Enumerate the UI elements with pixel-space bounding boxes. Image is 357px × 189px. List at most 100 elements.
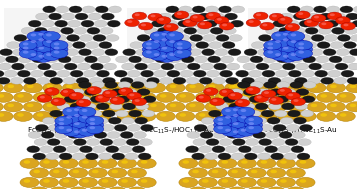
Circle shape — [46, 85, 53, 88]
Circle shape — [303, 56, 316, 63]
Circle shape — [192, 16, 198, 18]
Circle shape — [137, 177, 156, 187]
Circle shape — [235, 110, 248, 117]
Circle shape — [42, 51, 60, 61]
Circle shape — [156, 42, 169, 49]
Circle shape — [212, 146, 225, 153]
Circle shape — [251, 170, 257, 173]
Circle shape — [262, 96, 275, 103]
Circle shape — [7, 104, 14, 107]
Circle shape — [206, 12, 220, 20]
Circle shape — [276, 96, 288, 103]
Circle shape — [56, 117, 69, 124]
Circle shape — [99, 153, 111, 160]
Circle shape — [137, 89, 150, 95]
Circle shape — [225, 102, 243, 112]
Circle shape — [256, 13, 261, 16]
Circle shape — [292, 27, 305, 34]
Circle shape — [112, 153, 125, 160]
Circle shape — [32, 56, 45, 63]
Circle shape — [169, 53, 175, 56]
Circle shape — [260, 22, 275, 30]
Circle shape — [158, 45, 176, 54]
Circle shape — [95, 117, 108, 124]
Circle shape — [60, 89, 75, 97]
Circle shape — [56, 6, 69, 13]
Circle shape — [146, 46, 152, 50]
Circle shape — [85, 89, 97, 95]
Circle shape — [287, 51, 305, 61]
Circle shape — [269, 63, 282, 70]
Circle shape — [105, 82, 118, 88]
Circle shape — [238, 146, 251, 153]
Circle shape — [288, 94, 293, 96]
Circle shape — [131, 104, 137, 107]
Circle shape — [326, 20, 338, 27]
Circle shape — [158, 53, 176, 62]
Circle shape — [222, 24, 227, 26]
Circle shape — [28, 20, 41, 27]
Circle shape — [64, 96, 77, 103]
Circle shape — [144, 27, 157, 34]
Circle shape — [121, 113, 127, 117]
Circle shape — [273, 20, 286, 27]
Circle shape — [286, 20, 299, 27]
Circle shape — [279, 53, 297, 62]
Circle shape — [219, 89, 234, 97]
Circle shape — [245, 124, 263, 134]
Circle shape — [0, 63, 11, 70]
Circle shape — [295, 77, 307, 84]
Circle shape — [144, 82, 157, 88]
Circle shape — [100, 139, 113, 146]
Circle shape — [270, 170, 277, 173]
Circle shape — [71, 89, 84, 95]
Circle shape — [251, 42, 264, 49]
Circle shape — [200, 22, 205, 25]
Circle shape — [225, 146, 238, 153]
Circle shape — [119, 146, 132, 153]
Circle shape — [291, 85, 298, 88]
Circle shape — [71, 94, 76, 96]
Circle shape — [86, 42, 99, 49]
Circle shape — [271, 49, 283, 56]
Circle shape — [67, 35, 80, 41]
Circle shape — [76, 110, 89, 117]
Circle shape — [298, 139, 311, 146]
Circle shape — [160, 77, 173, 84]
Circle shape — [125, 19, 139, 27]
Circle shape — [217, 118, 223, 121]
Circle shape — [81, 20, 94, 27]
Circle shape — [79, 100, 84, 103]
Circle shape — [227, 63, 240, 70]
Circle shape — [82, 116, 87, 119]
Circle shape — [31, 40, 36, 43]
Circle shape — [211, 13, 224, 20]
Circle shape — [76, 94, 82, 98]
Circle shape — [213, 132, 226, 138]
Circle shape — [41, 20, 54, 27]
Circle shape — [198, 96, 204, 98]
Circle shape — [138, 153, 151, 160]
Circle shape — [321, 22, 326, 25]
Circle shape — [248, 118, 254, 121]
Circle shape — [287, 83, 306, 93]
Circle shape — [252, 146, 265, 153]
Circle shape — [234, 124, 247, 131]
Circle shape — [37, 77, 50, 84]
Circle shape — [264, 49, 282, 58]
Circle shape — [40, 158, 59, 168]
Circle shape — [230, 94, 235, 96]
Circle shape — [62, 114, 81, 123]
Circle shape — [54, 51, 60, 54]
Circle shape — [214, 120, 232, 130]
Circle shape — [42, 32, 60, 41]
Circle shape — [142, 110, 155, 117]
Circle shape — [162, 49, 175, 56]
Circle shape — [54, 35, 66, 41]
Circle shape — [296, 177, 315, 187]
Circle shape — [314, 16, 319, 18]
Circle shape — [140, 94, 147, 98]
Circle shape — [55, 124, 73, 134]
Circle shape — [320, 94, 327, 98]
Circle shape — [170, 42, 182, 49]
